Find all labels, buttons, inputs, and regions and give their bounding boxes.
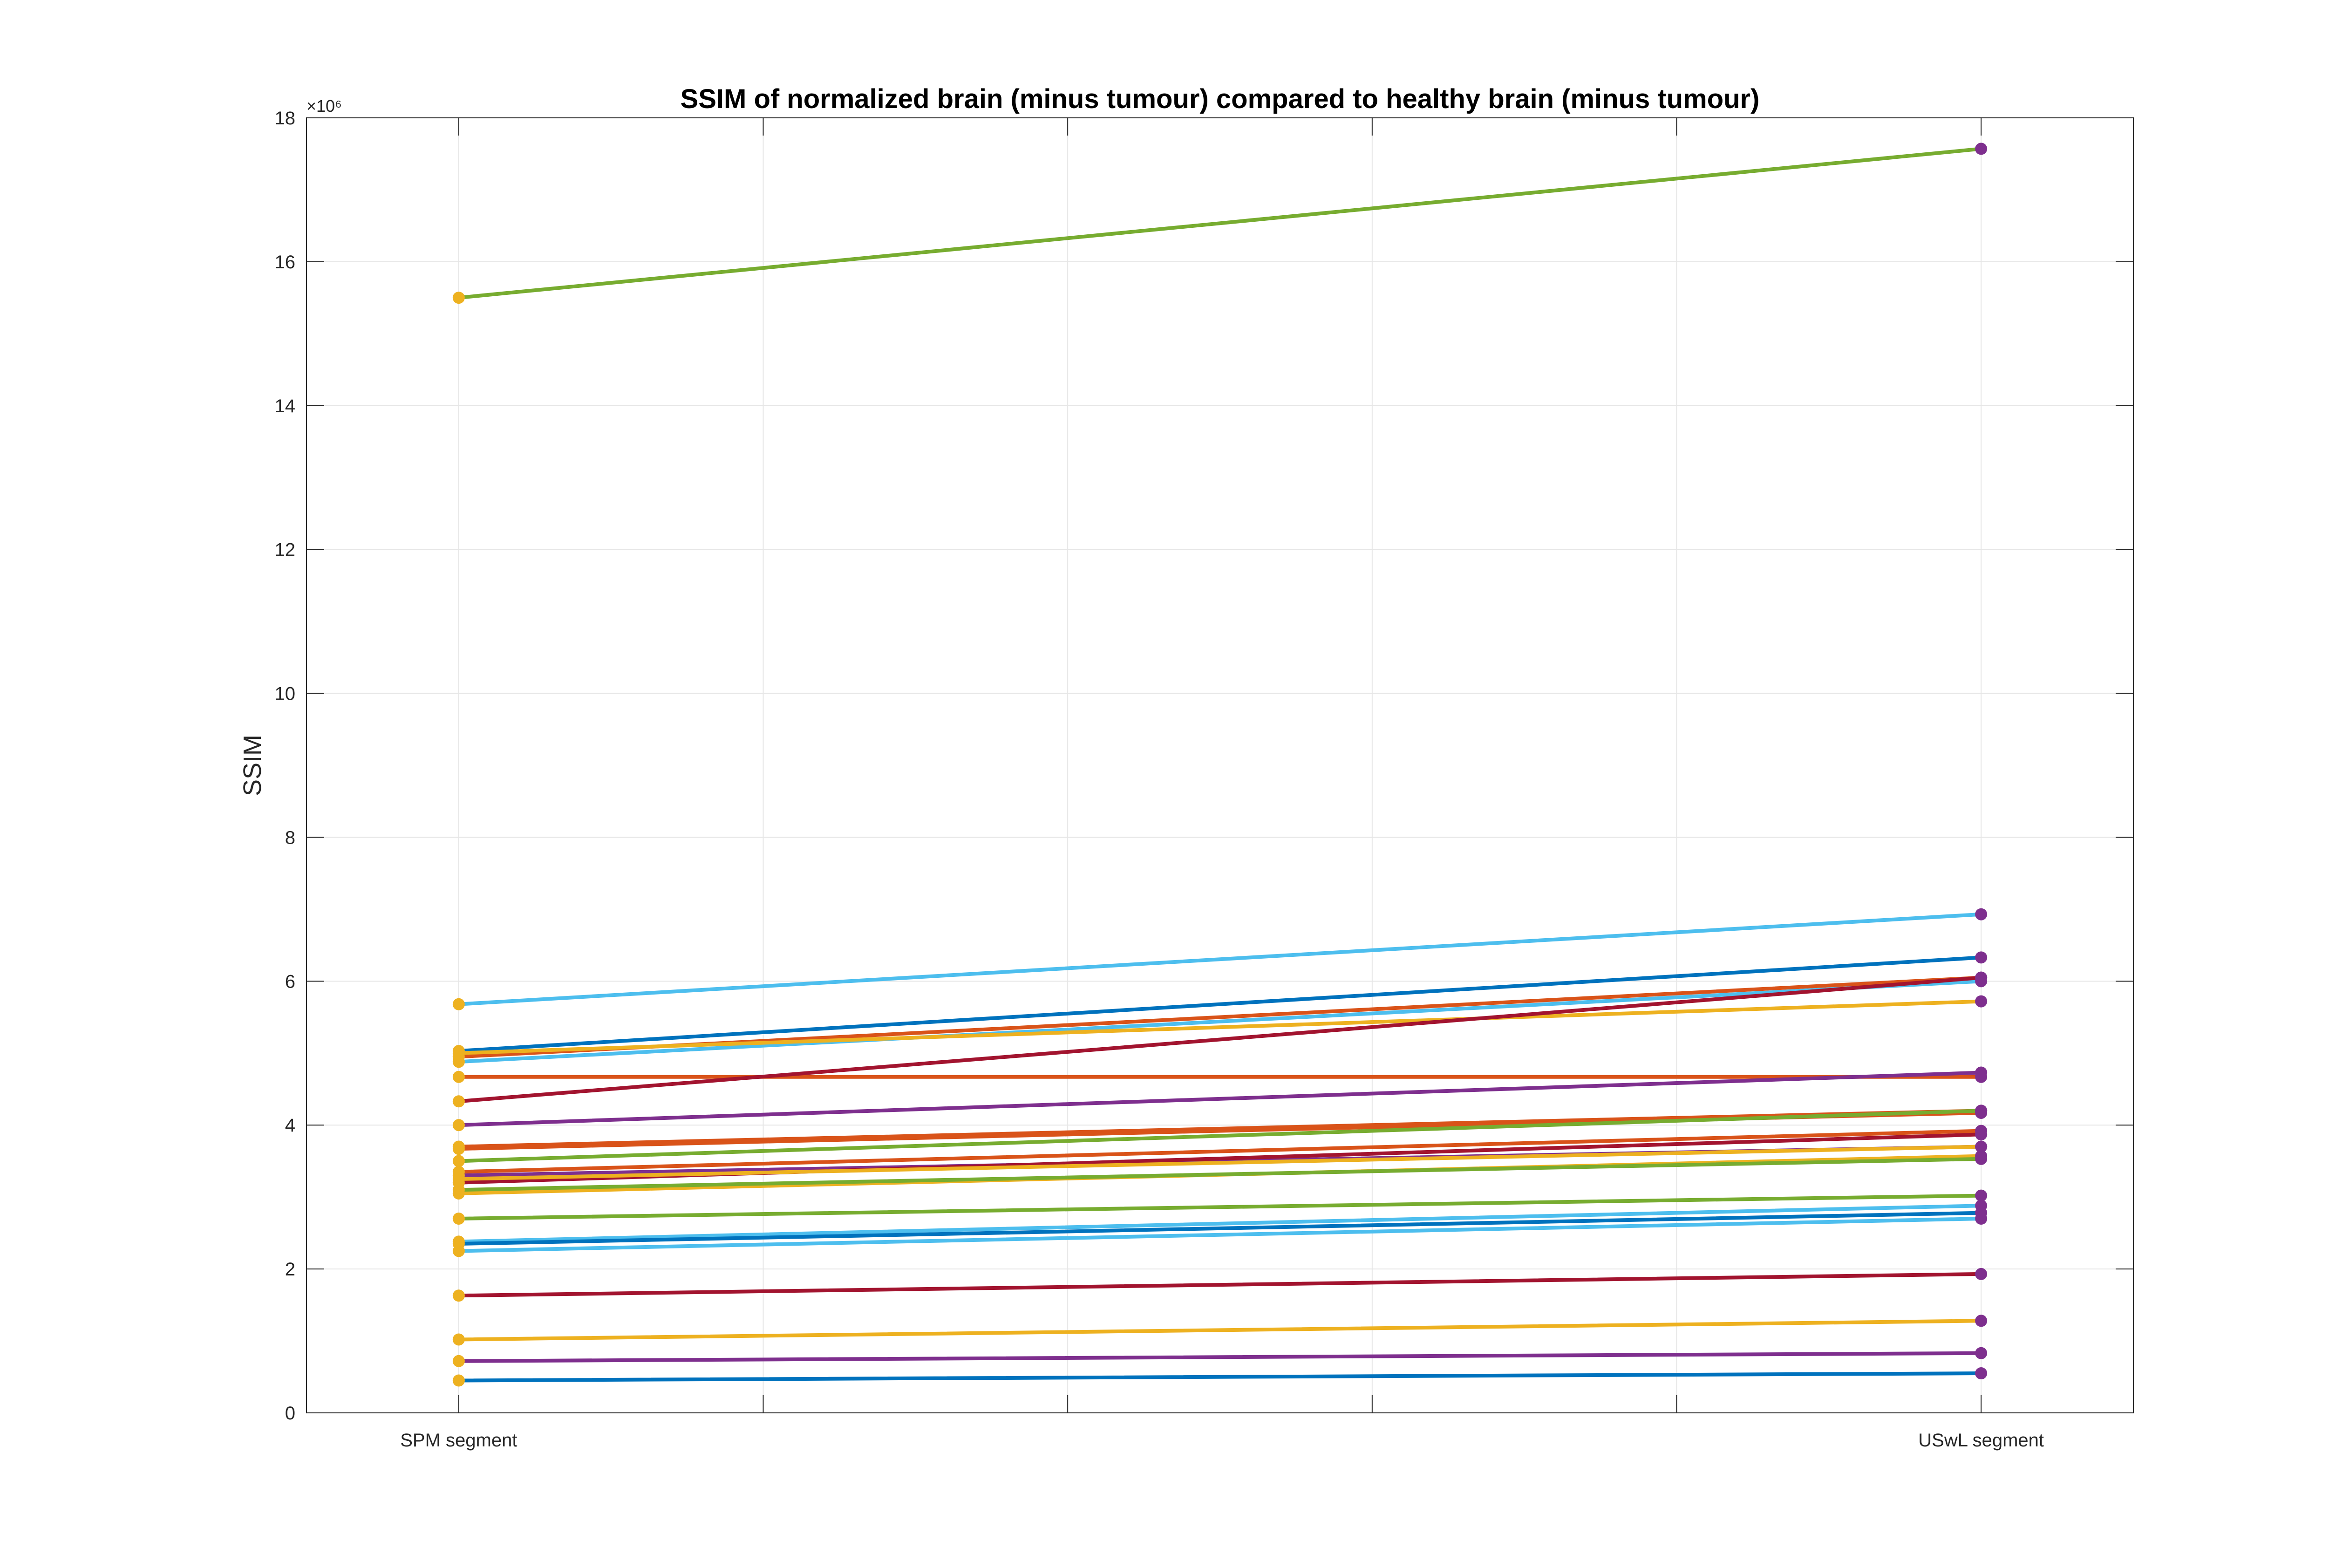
series-line bbox=[456, 1204, 1983, 1244]
data-point-uswl bbox=[1975, 1367, 1988, 1380]
data-point-spm bbox=[452, 1119, 465, 1132]
y-tick-label: 18 bbox=[275, 108, 296, 129]
series-lines bbox=[456, 147, 1983, 1383]
series-line bbox=[456, 1371, 1983, 1383]
data-point-uswl bbox=[1975, 1347, 1988, 1359]
series-line bbox=[456, 1157, 1983, 1192]
data-point-spm bbox=[452, 1374, 465, 1387]
y-tick-label: 12 bbox=[275, 540, 296, 560]
data-point-spm bbox=[452, 1143, 465, 1155]
data-markers bbox=[452, 143, 1988, 1387]
chart-title: SSIM of normalized brain (minus tumour) … bbox=[681, 84, 1760, 114]
grid-lines bbox=[306, 117, 2133, 1413]
data-point-uswl bbox=[1975, 1152, 1988, 1165]
series-line bbox=[456, 1109, 1983, 1163]
series-line bbox=[456, 1129, 1983, 1174]
y-tick-label: 0 bbox=[285, 1403, 295, 1424]
axis-ticks bbox=[306, 117, 2133, 1413]
data-point-spm bbox=[452, 1095, 465, 1108]
series-line bbox=[456, 999, 1983, 1055]
data-point-uswl bbox=[1975, 1315, 1988, 1327]
series-line bbox=[456, 912, 1983, 1006]
data-point-uswl bbox=[1975, 1128, 1988, 1141]
series-line bbox=[456, 1193, 1983, 1220]
data-point-spm bbox=[452, 1355, 465, 1367]
data-point-spm bbox=[452, 1155, 465, 1167]
data-point-uswl bbox=[1975, 143, 1988, 155]
y-tick-label: 4 bbox=[285, 1115, 295, 1136]
data-point-uswl bbox=[1975, 995, 1988, 1008]
series-line bbox=[456, 1217, 1983, 1253]
data-point-uswl bbox=[1975, 1140, 1988, 1153]
tick-labels: 0 2 4 6 8 10 12 14 16 18 SPM segment USwL segment bbox=[275, 108, 2044, 1451]
data-point-spm bbox=[452, 1184, 465, 1196]
data-point-spm bbox=[452, 998, 465, 1010]
series-line bbox=[456, 1145, 1983, 1181]
data-point-uswl bbox=[1975, 1213, 1988, 1225]
series-line bbox=[456, 979, 1983, 1064]
data-point-uswl bbox=[1975, 951, 1988, 964]
series-line bbox=[456, 1319, 1983, 1342]
series-line bbox=[456, 1070, 1983, 1127]
series-line bbox=[456, 1272, 1983, 1298]
y-tick-label: 16 bbox=[275, 252, 296, 273]
series-line bbox=[456, 1351, 1983, 1363]
data-point-spm bbox=[452, 1047, 465, 1059]
y-axis-label: SSIM bbox=[238, 735, 266, 796]
data-point-uswl bbox=[1975, 1066, 1988, 1079]
y-tick-label: 10 bbox=[275, 684, 296, 704]
plot-area-frame bbox=[306, 117, 2134, 1413]
data-point-uswl bbox=[1975, 1268, 1988, 1280]
data-point-spm bbox=[452, 1173, 465, 1186]
x-tick-label: USwL segment bbox=[1918, 1430, 2044, 1451]
y-axis-exponent: ×10⁶ bbox=[306, 96, 342, 116]
y-tick-label: 14 bbox=[275, 396, 296, 416]
data-point-uswl bbox=[1975, 1104, 1988, 1117]
data-point-spm bbox=[452, 1056, 465, 1068]
data-point-spm bbox=[452, 1245, 465, 1257]
series-line bbox=[456, 975, 1983, 1104]
series-line bbox=[456, 955, 1983, 1053]
data-point-uswl bbox=[1975, 908, 1988, 920]
y-tick-label: 6 bbox=[285, 971, 295, 992]
data-point-spm bbox=[452, 292, 465, 304]
x-tick-label: SPM segment bbox=[400, 1430, 517, 1451]
data-point-uswl bbox=[1975, 1189, 1988, 1202]
data-point-uswl bbox=[1975, 971, 1988, 984]
data-point-spm bbox=[452, 1213, 465, 1225]
y-tick-label: 8 bbox=[285, 827, 295, 848]
y-tick-label: 2 bbox=[285, 1259, 295, 1280]
series-line bbox=[456, 1211, 1983, 1246]
data-point-spm bbox=[452, 1070, 465, 1083]
series-line bbox=[456, 147, 1983, 300]
series-line bbox=[456, 1109, 1983, 1149]
data-point-spm bbox=[452, 1333, 465, 1346]
data-point-spm bbox=[452, 1289, 465, 1302]
